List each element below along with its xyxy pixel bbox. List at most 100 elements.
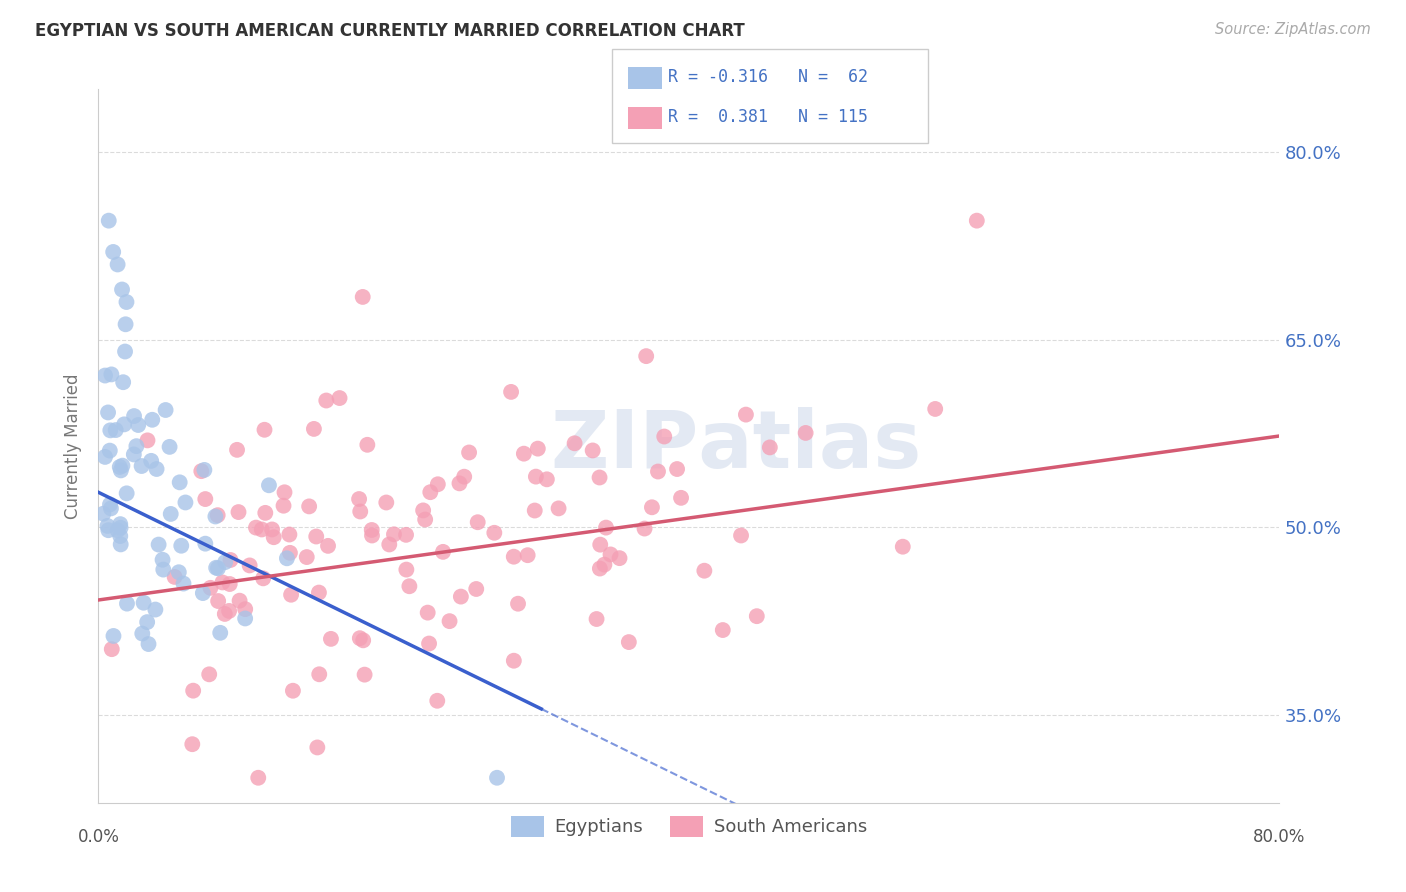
Point (416, 606, 439, 620)
Point (245, 520, 267, 534)
Point (412, 503, 434, 517)
Point (132, 596, 155, 610)
Point (458, 445, 481, 459)
Point (148, 538, 170, 552)
Point (353, 667, 375, 681)
Point (453, 469, 475, 483)
Point (252, 571, 274, 585)
Point (589, 561, 612, 575)
Point (432, 545, 454, 559)
Y-axis label: Currently Married: Currently Married (65, 373, 83, 519)
Point (145, 602, 167, 616)
Point (302, 422, 325, 436)
Point (103, 629, 125, 643)
Point (527, 442, 550, 456)
Point (450, 590, 472, 604)
Point (426, 477, 449, 491)
Point (115, 597, 138, 611)
Point (693, 564, 716, 578)
Point (145, 462, 167, 476)
Point (233, 602, 256, 616)
Point (247, 771, 270, 785)
Point (308, 585, 330, 599)
Point (398, 579, 420, 593)
Point (127, 417, 149, 432)
Point (211, 575, 233, 590)
Point (486, 771, 509, 785)
Point (163, 570, 186, 584)
Point (122, 447, 145, 461)
Point (100, 642, 122, 657)
Text: Source: ZipAtlas.com: Source: ZipAtlas.com (1215, 22, 1371, 37)
Point (112, 375, 135, 389)
Point (516, 548, 538, 562)
Point (96, 519, 118, 533)
Point (599, 548, 621, 562)
Point (219, 553, 242, 567)
Point (506, 597, 529, 611)
Point (426, 694, 449, 708)
Point (98, 443, 121, 458)
Point (308, 667, 330, 681)
Text: EGYPTIAN VS SOUTH AMERICAN CURRENTLY MARRIED CORRELATION CHART: EGYPTIAN VS SOUTH AMERICAN CURRENTLY MAR… (35, 22, 745, 40)
Point (254, 506, 277, 520)
Point (711, 623, 734, 637)
Point (588, 470, 610, 484)
Point (97, 405, 120, 419)
Point (735, 408, 758, 422)
Point (536, 472, 558, 486)
Legend: Egyptians, South Americans: Egyptians, South Americans (503, 808, 875, 844)
Point (110, 537, 132, 551)
Point (111, 283, 134, 297)
Point (218, 604, 240, 618)
Point (110, 517, 132, 532)
Point (110, 463, 132, 477)
Point (352, 633, 374, 648)
Point (200, 581, 222, 595)
Point (141, 413, 163, 427)
Point (257, 478, 280, 492)
Point (347, 491, 370, 506)
Point (794, 425, 817, 440)
Point (204, 509, 226, 524)
Point (98, 497, 121, 511)
Point (891, 540, 914, 554)
Point (253, 423, 276, 437)
Point (273, 485, 295, 500)
Text: 80.0%: 80.0% (1253, 828, 1306, 846)
Point (98, 423, 121, 437)
Point (205, 560, 228, 574)
Point (273, 499, 295, 513)
Point (465, 582, 488, 596)
Point (122, 409, 145, 423)
Point (131, 458, 153, 473)
Point (595, 520, 617, 534)
Point (214, 555, 236, 569)
Point (104, 423, 127, 437)
Point (100, 368, 122, 382)
Point (250, 523, 273, 537)
Point (107, 524, 129, 538)
Point (349, 504, 371, 518)
Point (115, 295, 138, 310)
Point (103, 244, 125, 259)
Text: R = -0.316   N =  62: R = -0.316 N = 62 (668, 69, 868, 87)
Point (114, 318, 136, 332)
Point (501, 384, 523, 399)
Point (524, 469, 547, 483)
Point (141, 454, 163, 468)
Point (191, 586, 214, 600)
Point (730, 528, 752, 542)
Point (966, 213, 988, 227)
Point (547, 501, 569, 516)
Point (356, 438, 378, 452)
Point (523, 503, 546, 517)
Point (502, 654, 524, 668)
Point (305, 529, 328, 543)
Point (194, 491, 217, 506)
Point (419, 485, 441, 500)
Point (636, 349, 658, 363)
Point (298, 500, 321, 514)
Point (226, 442, 249, 457)
Point (281, 683, 304, 698)
